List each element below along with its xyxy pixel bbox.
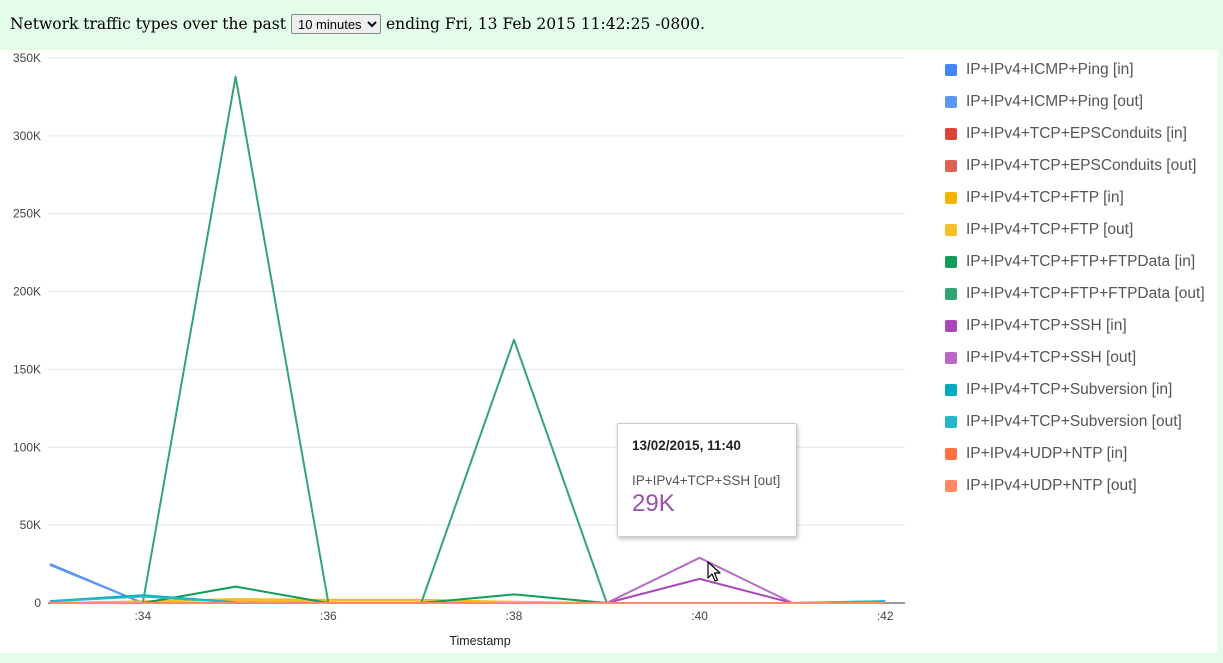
y-tick-label: 300K: [13, 129, 41, 143]
legend-swatch: [945, 256, 957, 268]
line-chart: 0 50K 100K 150K 200K 250K 300K 350K :34 :36 :38 :40…: [13, 51, 905, 648]
legend-label: IP+IPv4+ICMP+Ping [out]: [966, 93, 1144, 110]
legend-label: IP+IPv4+TCP+Subversion [in]: [966, 381, 1173, 398]
legend-label: IP+IPv4+TCP+Subversion [out]: [966, 413, 1182, 430]
mouse-pointer-icon: [707, 561, 721, 582]
legend-item[interactable]: IP+IPv4+TCP+SSH [out]: [945, 342, 1205, 374]
x-axis-label: Timestamp: [449, 634, 510, 648]
legend-label: IP+IPv4+TCP+FTP+FTPData [out]: [966, 285, 1205, 302]
legend-item[interactable]: IP+IPv4+TCP+FTP+FTPData [out]: [945, 278, 1205, 310]
y-tick-label: 50K: [20, 518, 41, 532]
legend-item[interactable]: IP+IPv4+TCP+SSH [in]: [945, 310, 1205, 342]
legend-label: IP+IPv4+TCP+FTP+FTPData [in]: [966, 253, 1196, 270]
tooltip-title: 13/02/2015, 11:40: [632, 438, 741, 453]
y-tick-label: 0: [34, 596, 41, 610]
legend-swatch: [945, 352, 957, 364]
x-tick-label: :42: [877, 609, 894, 623]
legend-label: IP+IPv4+TCP+EPSConduits [in]: [966, 125, 1187, 142]
legend-swatch: [945, 448, 957, 460]
x-tick-label: :36: [320, 609, 337, 623]
legend-label: IP+IPv4+TCP+SSH [out]: [966, 349, 1137, 366]
legend-swatch: [945, 384, 957, 396]
legend-item[interactable]: IP+IPv4+UDP+NTP [in]: [945, 438, 1205, 470]
legend-label: IP+IPv4+UDP+NTP [in]: [966, 445, 1128, 462]
legend-swatch: [945, 416, 957, 428]
y-tick-label: 350K: [13, 51, 41, 65]
chart-legend: IP+IPv4+ICMP+Ping [in] IP+IPv4+ICMP+Ping …: [945, 54, 1205, 502]
legend-swatch: [945, 64, 957, 76]
legend-label: IP+IPv4+TCP+EPSConduits [out]: [966, 157, 1197, 174]
x-tick-label: :34: [134, 609, 151, 623]
legend-swatch: [945, 320, 957, 332]
legend-item[interactable]: IP+IPv4+ICMP+Ping [out]: [945, 86, 1205, 118]
x-tick-label: :38: [506, 609, 523, 623]
header-prefix: Network traffic types over the past: [10, 15, 286, 33]
header-suffix: ending Fri, 13 Feb 2015 11:42:25 -0800.: [385, 15, 705, 33]
series-line: [50, 556, 886, 604]
legend-label: IP+IPv4+TCP+FTP [in]: [966, 189, 1124, 206]
legend-item[interactable]: IP+IPv4+TCP+EPSConduits [in]: [945, 118, 1205, 150]
legend-swatch: [945, 480, 957, 492]
legend-swatch: [945, 224, 957, 236]
y-tick-label: 150K: [13, 362, 41, 376]
y-tick-label: 250K: [13, 207, 41, 221]
y-tick-label: 100K: [13, 440, 41, 454]
x-tick-label: :40: [691, 609, 708, 623]
tooltip-value: 29K: [632, 490, 675, 517]
legend-label: IP+IPv4+ICMP+Ping [in]: [966, 61, 1134, 78]
y-tick-label: 200K: [13, 285, 41, 299]
legend-item[interactable]: IP+IPv4+UDP+NTP [out]: [945, 470, 1205, 502]
legend-item[interactable]: IP+IPv4+TCP+Subversion [out]: [945, 406, 1205, 438]
tooltip-series: IP+IPv4+TCP+SSH [out]: [632, 473, 781, 488]
legend-item[interactable]: IP+IPv4+TCP+EPSConduits [out]: [945, 150, 1205, 182]
legend-swatch: [945, 192, 957, 204]
legend-item[interactable]: IP+IPv4+TCP+FTP [in]: [945, 182, 1205, 214]
chart-area: 0 50K 100K 150K 200K 250K 300K 350K :34 :36 :38 :40…: [0, 50, 1218, 653]
legend-label: IP+IPv4+UDP+NTP [out]: [966, 477, 1137, 494]
chart-header: Network traffic types over the past 10 m…: [10, 14, 705, 34]
legend-label: IP+IPv4+TCP+SSH [in]: [966, 317, 1127, 334]
chart-tooltip: 13/02/2015, 11:40 IP+IPv4+TCP+SSH [out] …: [617, 423, 797, 537]
legend-swatch: [945, 288, 957, 300]
legend-label: IP+IPv4+TCP+FTP [out]: [966, 221, 1134, 238]
legend-item[interactable]: IP+IPv4+TCP+FTP [out]: [945, 214, 1205, 246]
legend-item[interactable]: IP+IPv4+ICMP+Ping [in]: [945, 54, 1205, 86]
legend-swatch: [945, 160, 957, 172]
legend-swatch: [945, 128, 957, 140]
legend-swatch: [945, 96, 957, 108]
legend-item[interactable]: IP+IPv4+TCP+Subversion [in]: [945, 374, 1205, 406]
legend-item[interactable]: IP+IPv4+TCP+FTP+FTPData [in]: [945, 246, 1205, 278]
time-range-select[interactable]: 10 minutes: [290, 14, 381, 34]
